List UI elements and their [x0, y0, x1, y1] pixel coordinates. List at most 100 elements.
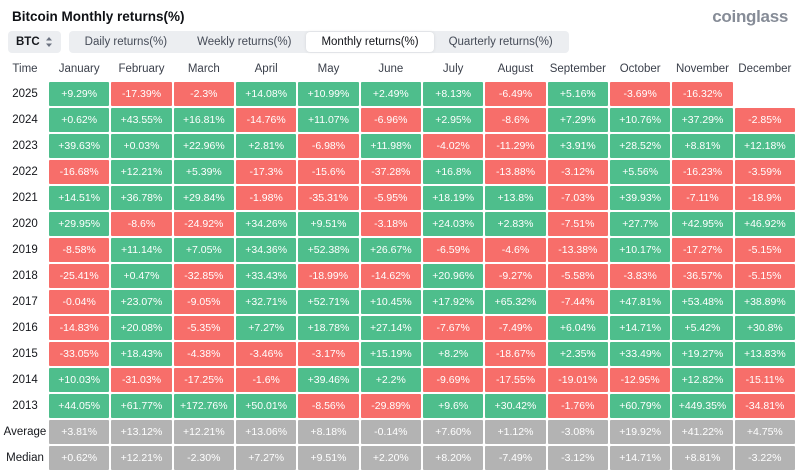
month-header: June	[378, 63, 404, 75]
heatmap-cell: +19.92%	[609, 420, 671, 444]
heatmap-cell: -0.04%	[49, 290, 110, 314]
heatmap-cell: -3.22%	[734, 446, 795, 470]
heatmap-cell: -34.81%	[734, 394, 795, 418]
heatmap-cell: +34.36%	[235, 238, 297, 262]
heatmap-cell: -3.12%	[547, 446, 608, 470]
page-title: Bitcoin Monthly returns(%)	[12, 9, 185, 24]
heatmap-cell: +15.19%	[360, 342, 421, 366]
heatmap-cell: +22.96%	[173, 134, 234, 158]
tab-quarterly-returns[interactable]: Quarterly returns(%)	[448, 36, 553, 48]
heatmap-cell: -12.95%	[609, 368, 671, 392]
heatmap-cell: -3.69%	[609, 82, 671, 106]
heatmap-cell: +27.14%	[360, 316, 421, 340]
row-label: 2015	[12, 348, 38, 360]
heatmap-cell: +7.27%	[235, 446, 297, 470]
heatmap-cell: -37.28%	[360, 160, 421, 184]
heatmap-cell: -15.6%	[298, 160, 359, 184]
heatmap-cell: -3.59%	[734, 160, 795, 184]
heatmap-cell: -2.30%	[173, 446, 234, 470]
row-label: 2013	[12, 400, 38, 412]
heatmap-cell: -13.88%	[485, 160, 546, 184]
heatmap-cell: -1.6%	[235, 368, 297, 392]
heatmap-cell: +2.83%	[485, 212, 546, 236]
heatmap-cell: +9.6%	[422, 394, 484, 418]
heatmap-cell: +8.2%	[422, 342, 484, 366]
heatmap-cell: +7.27%	[235, 316, 297, 340]
heatmap-cell: +12.18%	[734, 134, 795, 158]
heatmap-cell: +10.03%	[49, 368, 110, 392]
heatmap-cell: +43.55%	[111, 108, 172, 132]
heatmap-cell: +29.84%	[173, 186, 234, 210]
heatmap-cell: +2.35%	[547, 342, 608, 366]
heatmap-cell: -14.62%	[360, 264, 421, 288]
heatmap-cell: +2.2%	[360, 368, 421, 392]
heatmap-cell: +29.95%	[49, 212, 110, 236]
heatmap-cell: -14.83%	[49, 316, 110, 340]
month-header: March	[187, 63, 220, 75]
heatmap-cell: +12.21%	[111, 160, 172, 184]
heatmap-cell: +13.12%	[111, 420, 172, 444]
heatmap-cell: -7.49%	[485, 446, 546, 470]
tab-daily-returns[interactable]: Daily returns(%)	[84, 36, 168, 48]
heatmap-cell: -1.98%	[235, 186, 297, 210]
symbol-selector[interactable]: BTC	[8, 31, 61, 53]
heatmap-cell: +10.76%	[609, 108, 671, 132]
row-label: Median	[6, 452, 44, 464]
table-row: 2022 -16.68% +12.21% +5.39% -17.3% -15.6% -37.…	[2, 159, 796, 185]
heatmap-cell: +2.49%	[360, 82, 421, 106]
heatmap-cell: -3.46%	[235, 342, 297, 366]
heatmap-cell: +5.39%	[173, 160, 234, 184]
heatmap-cell: +449.35%	[672, 394, 733, 418]
heatmap-cell: +3.81%	[49, 420, 110, 444]
month-header: July	[442, 63, 464, 75]
heatmap-cell: -8.6%	[485, 108, 546, 132]
heatmap-cell: +18.43%	[111, 342, 172, 366]
toolbar: BTC Daily returns(%) Weekly returns(%) M…	[0, 28, 800, 55]
heatmap-cell: -17.27%	[672, 238, 733, 262]
heatmap-cell: -9.05%	[173, 290, 234, 314]
heatmap-cell: +7.29%	[547, 108, 608, 132]
table-row: 2016 -14.83% +20.08% -5.35% +7.27% +18.78% +27…	[2, 315, 796, 341]
row-label: 2020	[12, 218, 38, 230]
heatmap-cell: +16.81%	[173, 108, 234, 132]
heatmap-cell: +9.51%	[298, 212, 359, 236]
page-header: Bitcoin Monthly returns(%) coinglass	[0, 0, 800, 28]
heatmap-cell: -35.31%	[298, 186, 359, 210]
tab-monthly-returns[interactable]: Monthly returns(%)	[306, 32, 434, 52]
heatmap-cell: +8.20%	[422, 446, 484, 470]
heatmap-cell: +38.89%	[734, 290, 795, 314]
heatmap-cell: -18.99%	[298, 264, 359, 288]
heatmap-cell: +14.51%	[49, 186, 110, 210]
heatmap-cell: -31.03%	[111, 368, 172, 392]
table-row: Average +3.81% +13.12% +12.21% +13.06% +8.18%…	[2, 419, 796, 445]
tab-weekly-returns[interactable]: Weekly returns(%)	[197, 36, 292, 48]
heatmap-cell: +39.46%	[298, 368, 359, 392]
heatmap-cell: -4.38%	[173, 342, 234, 366]
heatmap-cell: -6.98%	[298, 134, 359, 158]
row-label: 2014	[12, 374, 38, 386]
heatmap-cell: -3.08%	[547, 420, 608, 444]
heatmap-cell: +8.13%	[422, 82, 484, 106]
heatmap-cell: -32.85%	[173, 264, 234, 288]
heatmap-cell: +13.06%	[235, 420, 297, 444]
heatmap-cell: +14.71%	[609, 316, 671, 340]
coinglass-logo[interactable]: coinglass	[712, 6, 788, 26]
heatmap-cell: +10.45%	[360, 290, 421, 314]
heatmap-cell: +0.62%	[49, 446, 110, 470]
heatmap-cell: +32.71%	[235, 290, 297, 314]
heatmap-cell: -8.58%	[49, 238, 110, 262]
month-header: January	[58, 63, 100, 75]
heatmap-cell: +30.42%	[485, 394, 546, 418]
heatmap-cell: -17.25%	[173, 368, 234, 392]
time-column-header: Time	[12, 63, 38, 75]
heatmap-cell: +52.38%	[298, 238, 359, 262]
heatmap-cell: -5.35%	[173, 316, 234, 340]
month-header: September	[549, 63, 606, 75]
heatmap-cell: +24.03%	[422, 212, 484, 236]
month-header: February	[118, 63, 165, 75]
heatmap-cell: +0.03%	[111, 134, 172, 158]
row-label: 2017	[12, 296, 38, 308]
heatmap-cell: +5.16%	[547, 82, 608, 106]
heatmap-cell: -25.41%	[49, 264, 110, 288]
heatmap-cell: +11.98%	[360, 134, 421, 158]
